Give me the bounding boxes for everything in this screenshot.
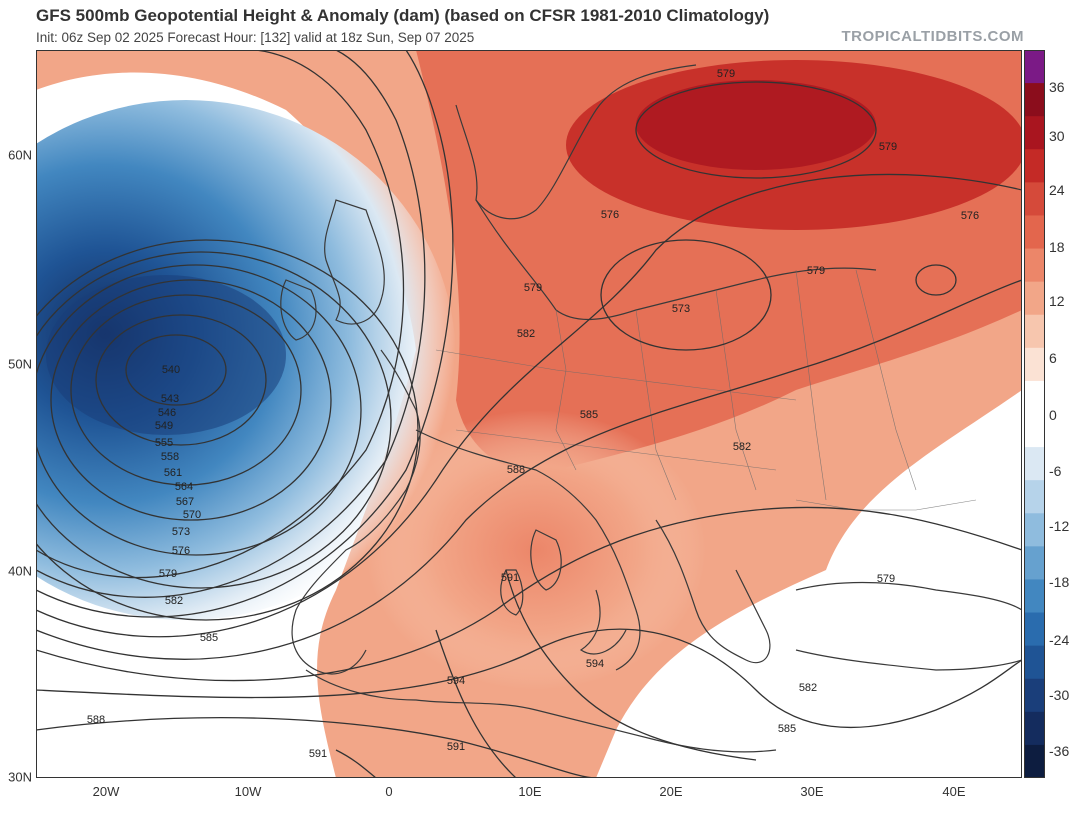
contour-label-564: 564 (175, 481, 193, 493)
lon-label-20w: 20W (92, 784, 120, 799)
contour-label-585-alps: 585 (580, 409, 598, 421)
contour-label-585: 585 (200, 632, 218, 644)
colorbar-segment (1024, 678, 1045, 713)
colorbar-label-24: 24 (1049, 182, 1065, 198)
contour-label-555: 555 (155, 437, 173, 449)
contour-label-591: 591 (309, 748, 327, 760)
contour-label-579-central: 579 (524, 282, 542, 294)
anomaly-map: 540 543 546 549 555 558 561 564 567 570 … (36, 50, 1022, 778)
colorbar-segment (1024, 744, 1045, 778)
colorbar-segment (1024, 579, 1045, 614)
contour-label-543: 543 (161, 393, 179, 405)
contour-label-582-balkans: 582 (733, 441, 751, 453)
colorbar-label-12: 12 (1049, 293, 1065, 309)
contour-label-582-med: 582 (799, 682, 817, 694)
colorbar-label-30: 30 (1049, 128, 1065, 144)
colorbar-segment (1024, 711, 1045, 746)
lat-label-30n: 30N (8, 769, 32, 785)
contour-label-540: 540 (162, 364, 180, 376)
contour-labels: 540 543 546 549 555 558 561 564 567 570 … (87, 68, 979, 760)
colorbar-label-m12: -12 (1049, 518, 1070, 534)
lat-label-50n: 50N (8, 356, 32, 372)
colorbar-label-m30: -30 (1049, 687, 1070, 703)
contour-label-579: 579 (159, 568, 177, 580)
contour-label-570: 570 (183, 509, 201, 521)
colorbar-segment (1024, 182, 1045, 216)
cold-anomaly-core (46, 275, 286, 435)
lon-label-10w: 10W (234, 784, 262, 799)
colorbar-label-m18: -18 (1049, 574, 1070, 590)
colorbar-segment (1024, 347, 1045, 382)
contour-label-573: 573 (172, 526, 190, 538)
colorbar-segment (1024, 480, 1045, 514)
lat-label-40n: 40N (8, 563, 32, 579)
colorbar-segment (1024, 215, 1045, 250)
contour-label-576-east: 576 (961, 210, 979, 222)
colorbar-segment (1024, 116, 1045, 150)
contour-label-579-turkey: 579 (877, 573, 895, 585)
contour-label-588: 588 (87, 714, 105, 726)
contour-label-549: 549 (155, 420, 173, 432)
southern-warm-lobe (366, 410, 706, 690)
colorbar-label-6: 6 (1049, 350, 1057, 366)
colorbar-segment (1024, 380, 1045, 415)
lon-label-30e: 30E (800, 784, 824, 799)
contour-label-579-ukraine: 579 (807, 265, 825, 277)
contour-label-546: 546 (158, 407, 176, 419)
map-title: GFS 500mb Geopotential Height & Anomaly … (36, 6, 770, 25)
contour-label-591-africa: 591 (447, 741, 465, 753)
contour-label-594: 594 (447, 675, 465, 687)
colorbar-segment (1024, 546, 1045, 580)
contour-label-579-scand: 579 (717, 68, 735, 80)
colorbar-segment (1024, 314, 1045, 349)
contour-label-582-germany: 582 (517, 328, 535, 340)
colorbar-segment (1024, 414, 1045, 448)
colorbar-label-0: 0 (1049, 407, 1057, 423)
ridge-max-inner (636, 80, 876, 170)
colorbar-segment (1024, 645, 1045, 680)
contour-label-591-sardinia: 591 (501, 572, 519, 584)
colorbar-segment (1024, 149, 1045, 183)
colorbar-label-m36: -36 (1049, 743, 1070, 759)
lon-label-20e: 20E (659, 784, 683, 799)
colorbar-segment (1024, 248, 1045, 283)
colorbar-segment (1024, 447, 1045, 481)
lat-label-60n: 60N (8, 147, 32, 163)
contour-label-582: 582 (165, 595, 183, 607)
colorbar-segment (1024, 513, 1045, 547)
contour-label-558: 558 (161, 451, 179, 463)
contour-label-576-north: 576 (601, 209, 619, 221)
map-frame (36, 50, 1022, 778)
contour-label-561: 561 (164, 467, 182, 479)
map-subtitle: Init: 06z Sep 02 2025 Forecast Hour: [13… (36, 30, 475, 45)
brand-watermark: TROPICALTIDBITS.COM (841, 28, 1024, 45)
lon-label-10e: 10E (518, 784, 542, 799)
colorbar-frame (1024, 50, 1045, 778)
neutral-east-region (656, 470, 1022, 778)
contour-label-579-baltic: 579 (879, 141, 897, 153)
coastlines (280, 64, 1022, 753)
colorbar-label-m6: -6 (1049, 463, 1062, 479)
colorbar-label-18: 18 (1049, 239, 1065, 255)
colorbar-segment (1024, 612, 1045, 647)
contour-label-585-med: 585 (778, 723, 796, 735)
lon-label-0: 0 (385, 784, 393, 799)
contour-label-576: 576 (172, 545, 190, 557)
colorbar-segment (1024, 50, 1045, 84)
contour-label-588-italy: 588 (507, 464, 525, 476)
contour-label-573-poland: 573 (672, 303, 690, 315)
colorbar-segment (1024, 83, 1045, 117)
contour-label-567: 567 (176, 496, 194, 508)
contour-label-594-libya: 594 (586, 658, 604, 670)
colorbar-segment (1024, 281, 1045, 316)
colorbar-label-m24: -24 (1049, 632, 1070, 648)
colorbar-label-36: 36 (1049, 79, 1065, 95)
height-contours (36, 50, 1022, 778)
anomaly-colorbar (1024, 50, 1045, 778)
lon-label-40e: 40E (942, 784, 966, 799)
